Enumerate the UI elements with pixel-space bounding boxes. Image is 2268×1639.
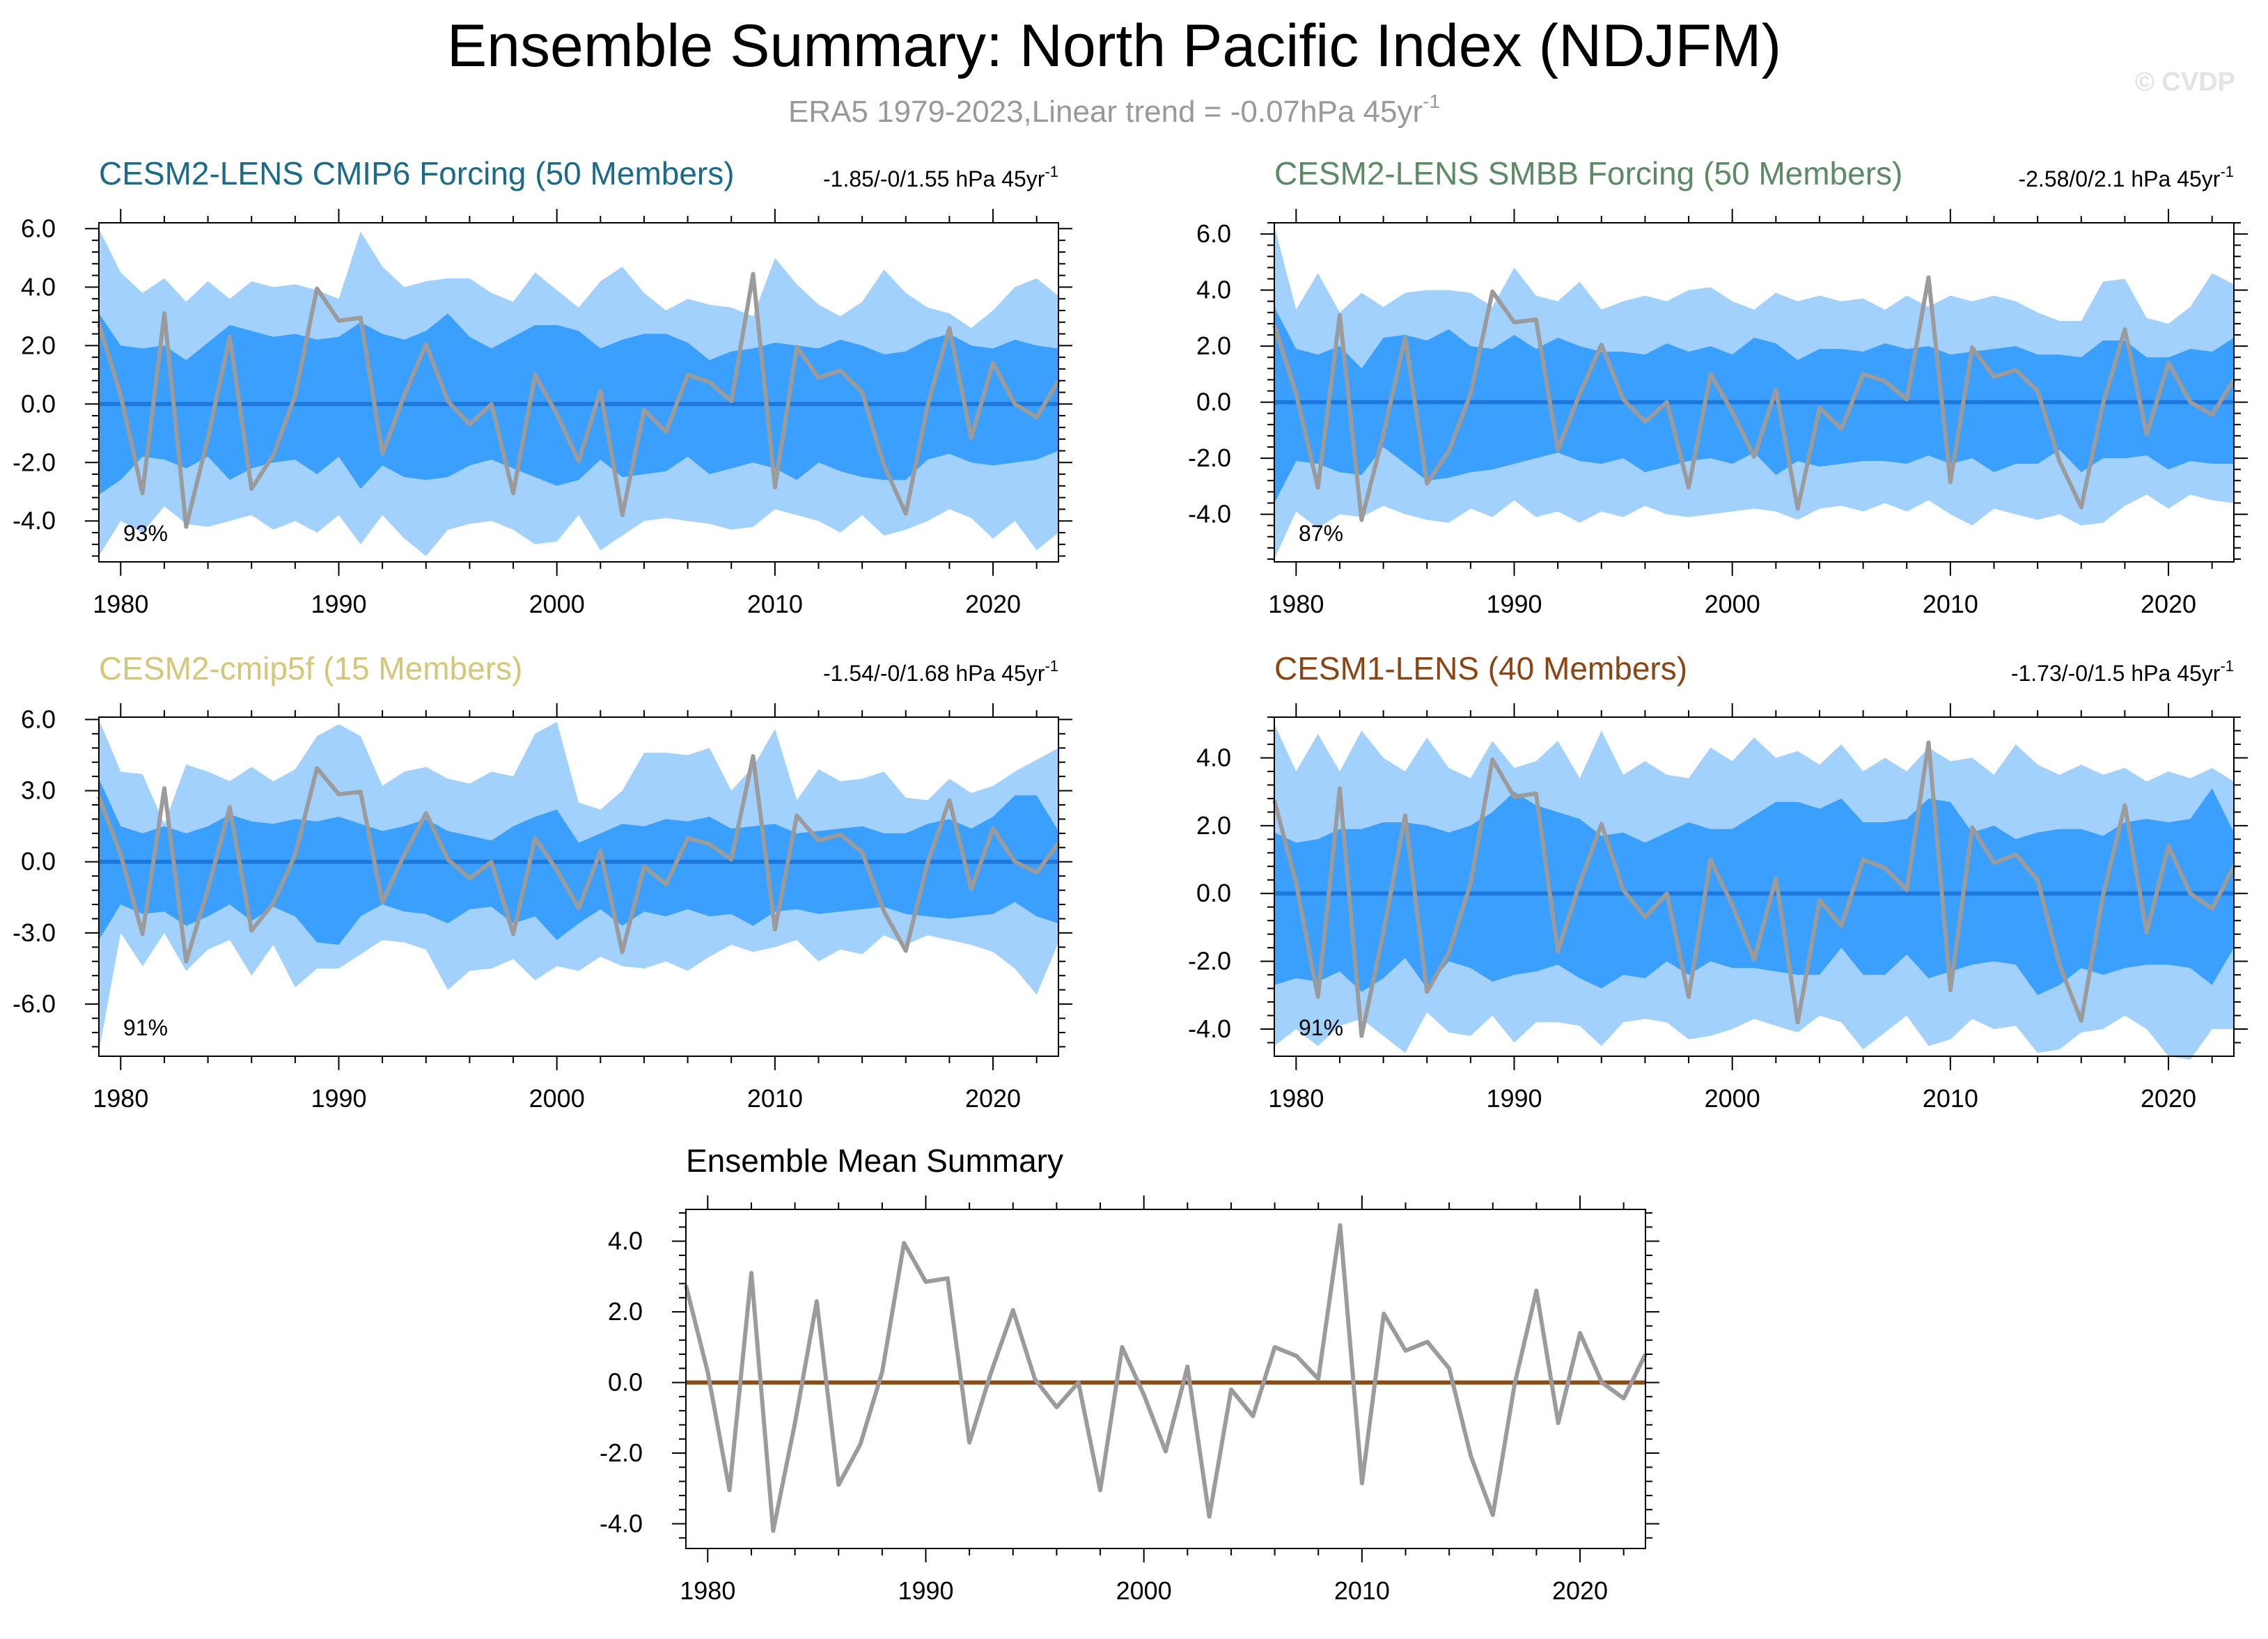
- panel-cmip5f-xtick-label: 1980: [93, 1084, 148, 1113]
- panel-smbb-ytick-label: -2.0: [1188, 444, 1231, 472]
- watermark: © CVDP: [2135, 68, 2235, 97]
- panel-smbb-ytick-label: 2.0: [1196, 331, 1231, 360]
- panel-cmip6-xtick-label: 1980: [93, 590, 148, 618]
- panel-smbb-xtick-label: 2010: [1923, 590, 1978, 618]
- panel-smbb-trend-text: -2.58/0/2.1 hPa 45yr: [2018, 166, 2220, 191]
- panel-cmip6-xtick-label: 2020: [965, 590, 1021, 618]
- panel-smbb-observed-line: [1272, 275, 2236, 522]
- panel-mean_summary-observed-line: [684, 1223, 1648, 1533]
- panel-cesm1-xtick-label: 2020: [2141, 1084, 2196, 1113]
- panel-smbb-xtick-label: 1990: [1486, 590, 1542, 618]
- panel-mean_summary-xtick-label: 2020: [1552, 1576, 1608, 1605]
- panel-cesm1-ytick-label: 2.0: [1196, 811, 1231, 840]
- panel-smbb-percent: 87%: [1299, 521, 1343, 546]
- panel-smbb-ytick-label: 4.0: [1196, 276, 1231, 304]
- panel-cesm1-percent: 91%: [1299, 1015, 1343, 1040]
- panel-smbb-trend: -2.58/0/2.1 hPa 45yr-1: [2018, 163, 2234, 191]
- panel-cmip5f-trend: -1.54/-0/1.68 hPa 45yr-1: [823, 657, 1058, 686]
- panel-cesm1-ytick-label: -4.0: [1188, 1014, 1231, 1043]
- panel-smbb-xtick-label: 2000: [1705, 590, 1760, 618]
- panel-cmip5f-ytick-label: 0.0: [21, 847, 56, 876]
- panel-cmip6-trend-text: -1.85/-0/1.55 hPa 45yr: [823, 166, 1045, 191]
- panel-smbb-title: CESM2-LENS SMBB Forcing (50 Members): [1274, 155, 1902, 191]
- panel-cmip5f-title: CESM2-cmip5f (15 Members): [99, 650, 522, 687]
- panel-cmip5f-xtick-label: 2020: [965, 1084, 1021, 1113]
- panel-cesm1: CESM1-LENS (40 Members) -1.73/-0/1.5 hPa…: [1188, 650, 2248, 1113]
- panel-smbb-xtick-label: 1980: [1268, 590, 1324, 618]
- panel-cesm1-xtick-label: 2010: [1923, 1084, 1978, 1113]
- panel-cmip6: CESM2-LENS CMIP6 Forcing (50 Members) -1…: [13, 155, 1072, 618]
- figure-subtitle-exponent: -1: [1423, 91, 1440, 112]
- panel-cesm1-xtick-label: 1990: [1486, 1084, 1542, 1113]
- panel-smbb: CESM2-LENS SMBB Forcing (50 Members) -2.…: [1188, 155, 2248, 618]
- panel-cmip6-trend-exponent: -1: [1045, 163, 1058, 180]
- panel-cesm1-ytick-label: 4.0: [1196, 743, 1231, 771]
- panel-cmip6-ytick-label: -2.0: [13, 448, 56, 476]
- panel-cesm1-xtick-label: 1980: [1268, 1084, 1324, 1113]
- panel-cmip6-trend: -1.85/-0/1.55 hPa 45yr-1: [823, 163, 1058, 191]
- panel-mean-plot: -4.0 -2.0 0.0 2.0 4.0 1980 1990 2000 2010 2020: [600, 1195, 1659, 1605]
- panel-smbb-trend-exponent: -1: [2220, 163, 2234, 180]
- panel-smbb-ytick-label: -4.0: [1188, 500, 1231, 528]
- panel-cesm1-frame: [1274, 716, 2235, 1057]
- panel-cmip6-xtick-label: 2000: [529, 590, 585, 618]
- panel-mean_summary-xtick-label: 2010: [1334, 1576, 1390, 1605]
- panel-cmip5f-xtick-label: 2000: [529, 1084, 585, 1113]
- panel-mean_summary-ytick-label: -4.0: [600, 1509, 643, 1537]
- panel-mean_summary-ytick-label: 4.0: [608, 1227, 643, 1255]
- panel-cesm1-trend-exponent: -1: [2220, 657, 2234, 675]
- panel-cesm1-trend-text: -1.73/-0/1.5 hPa 45yr: [2011, 661, 2221, 686]
- panel-smbb-ytick-label: 6.0: [1196, 219, 1231, 248]
- panel-smbb-ytick-label: 0.0: [1196, 388, 1231, 416]
- panel-smbb-plot: -4.0 -2.0 0.0 2.0 4.0 6.0 1980 1990 2000 2010 2020: [1188, 209, 2248, 618]
- panel-cmip5f-frame: [98, 716, 1059, 1057]
- figure-title: Ensemble Summary: North Pacific Index (N…: [447, 13, 1781, 79]
- panel-smbb-inner-band: [1274, 306, 2234, 503]
- panel-cmip6-xtick-label: 1990: [311, 590, 366, 618]
- panel-cmip5f-ytick-label: 6.0: [21, 705, 56, 733]
- panel-cmip5f-xtick-label: 1990: [311, 1084, 366, 1113]
- panel-mean_summary-xtick-label: 2000: [1116, 1576, 1172, 1605]
- panel-cmip5f-trend-text: -1.54/-0/1.68 hPa 45yr: [823, 661, 1045, 686]
- panel-mean_summary-xtick-label: 1980: [680, 1576, 735, 1605]
- panel-cesm1-ytick-label: -2.0: [1188, 947, 1231, 975]
- panel-mean_summary-ytick-label: 0.0: [608, 1368, 643, 1397]
- panel-cmip5f: CESM2-cmip5f (15 Members) -1.54/-0/1.68 …: [13, 650, 1072, 1113]
- panel-cesm1-plot: -4.0 -2.0 0.0 2.0 4.0 1980 1990 2000 2010 2020: [1188, 703, 2248, 1113]
- panel-cesm1-observed-line: [1272, 740, 2236, 1038]
- panel-cesm1-ytick-label: 0.0: [1196, 879, 1231, 907]
- panel-cmip5f-plot: -6.0 -3.0 0.0 3.0 6.0 1980 1990 2000 2010 2020: [13, 703, 1072, 1113]
- panel-cmip5f-ytick-label: -3.0: [13, 918, 56, 947]
- panel-cmip6-ytick-label: 2.0: [21, 331, 56, 359]
- figure-subtitle: ERA5 1979-2023,Linear trend = -0.07hPa 4…: [788, 91, 1440, 129]
- panel-cesm1-title: CESM1-LENS (40 Members): [1274, 650, 1687, 687]
- panel-mean_summary-ytick-label: -2.0: [600, 1438, 643, 1467]
- panel-cmip6-ytick-label: 4.0: [21, 272, 56, 301]
- panel-cmip6-percent: 93%: [123, 521, 168, 546]
- panel-mean_summary-frame: [685, 1209, 1646, 1549]
- panel-mean_summary-xtick-label: 1990: [898, 1576, 953, 1605]
- panel-cmip5f-observed-line: [97, 754, 1061, 964]
- panel-cmip6-ytick-label: 0.0: [21, 389, 56, 418]
- panel-cmip6-xtick-label: 2010: [747, 590, 803, 618]
- panel-cmip5f-xtick-label: 2010: [747, 1084, 803, 1113]
- panel-cmip6-ytick-label: 6.0: [21, 214, 56, 242]
- panel-cesm1-trend: -1.73/-0/1.5 hPa 45yr-1: [2011, 657, 2234, 686]
- panel-cmip6-title: CESM2-LENS CMIP6 Forcing (50 Members): [99, 155, 735, 191]
- panel-cmip5f-trend-exponent: -1: [1045, 657, 1058, 675]
- figure-subtitle-text: ERA5 1979-2023,Linear trend = -0.07hPa 4…: [788, 95, 1423, 129]
- panel-cmip6-plot: -4.0 -2.0 0.0 2.0 4.0 6.0 1980 1990 2000 2010 2020: [13, 209, 1072, 618]
- panel-smbb-frame: [1274, 222, 2235, 563]
- panel-cmip6-ytick-label: -4.0: [13, 506, 56, 535]
- panel-smbb-xtick-label: 2020: [2141, 590, 2196, 618]
- panel-cmip5f-percent: 91%: [123, 1015, 168, 1040]
- panel-cesm1-xtick-label: 2000: [1705, 1084, 1760, 1113]
- panel-mean-summary: Ensemble Mean Summary -4.0 -2.0 0.0 2.0 4.0 1…: [600, 1143, 1659, 1605]
- panel-cmip5f-ytick-label: 3.0: [21, 776, 56, 805]
- panel-cmip6-observed-line: [97, 272, 1061, 529]
- panel-mean_summary-ytick-label: 2.0: [608, 1297, 643, 1326]
- panel-mean-title: Ensemble Mean Summary: [686, 1143, 1063, 1179]
- panel-cmip5f-ytick-label: -6.0: [13, 989, 56, 1018]
